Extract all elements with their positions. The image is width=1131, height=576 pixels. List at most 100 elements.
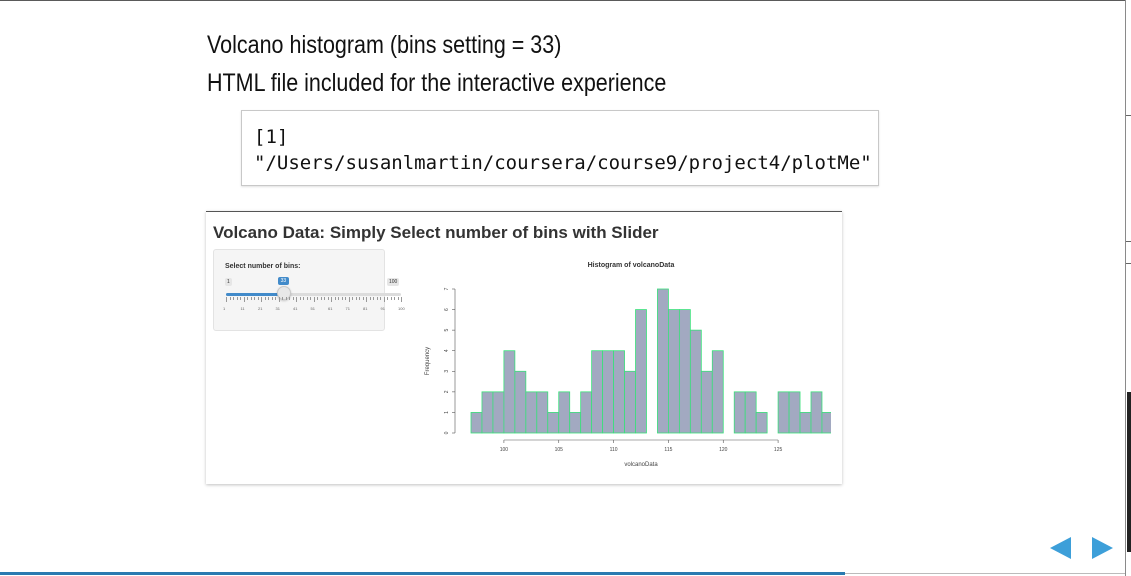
previous-slide-arrow-icon[interactable] — [1050, 537, 1071, 559]
histogram-bar — [788, 391, 801, 434]
slider-major-tick — [278, 297, 280, 302]
histogram-bar — [777, 391, 790, 434]
histogram-bar — [503, 350, 516, 434]
slider-minor-tick — [341, 297, 343, 300]
slider-minor-tick — [327, 297, 329, 300]
histogram-bar — [711, 350, 724, 434]
x-axis-label: volcanoData — [624, 462, 658, 468]
slider-min-badge: 1 — [225, 278, 232, 286]
y-tick-label: 0 — [444, 431, 450, 434]
slider-major-tick — [313, 297, 315, 302]
histogram-bar — [470, 412, 483, 434]
edge-mark — [1126, 241, 1131, 242]
x-tick-label: 100 — [500, 447, 509, 453]
edge-mark — [1126, 263, 1131, 264]
histogram-plot: Histogram of volcanoData 0 1 2 3 4 5 6 7 Frequenc… — [425, 262, 831, 468]
histogram-bar — [580, 391, 593, 434]
slider-label: Select number of bins: — [225, 263, 301, 270]
slider-major-tick — [243, 297, 245, 302]
slider-major-tick — [383, 297, 385, 302]
slider-major-tick — [401, 297, 402, 302]
slider-minor-tick — [240, 297, 241, 300]
slider-minor-tick — [233, 297, 234, 300]
slider-tick-label: 100 — [398, 306, 405, 311]
slider-minor-tick — [362, 297, 364, 300]
slider-minor-tick — [317, 297, 318, 300]
slider-minor-tick — [306, 297, 308, 300]
shiny-app-screenshot: Volcano Data: Simply Select number of bi… — [206, 211, 842, 484]
slider-tick-label: 81 — [363, 306, 368, 311]
histogram-bar — [635, 309, 647, 434]
y-tick-label: 2 — [444, 390, 450, 393]
slider-minor-tick — [250, 297, 252, 300]
chart-title: Histogram of volcanoData — [588, 262, 675, 269]
histogram-bar — [799, 412, 812, 434]
histogram-bar — [514, 370, 527, 434]
y-tick-label: 3 — [444, 370, 450, 373]
slider-tick-label: 31 — [275, 306, 280, 311]
histogram-bar — [569, 412, 582, 434]
slider-major-tick — [348, 297, 350, 302]
next-slide-arrow-icon[interactable] — [1092, 537, 1113, 559]
histogram-bar — [624, 370, 636, 434]
histogram-bar — [668, 309, 680, 434]
slider-minor-tick — [369, 297, 371, 300]
histogram-bar — [602, 350, 614, 434]
y-tick-label: 6 — [444, 308, 450, 311]
histogram-bar — [657, 288, 669, 434]
slider-tick-label: 41 — [293, 306, 298, 311]
slider-tick-label: 91 — [380, 306, 385, 311]
y-axis-label: Frequency — [425, 347, 431, 375]
slider-major-tick — [226, 297, 227, 302]
slider-tick-label: 11 — [240, 306, 245, 311]
slide-text-line-1: Volcano histogram (bins setting = 33) — [207, 31, 562, 59]
slider-minor-tick — [303, 297, 304, 300]
slider-minor-tick — [373, 297, 374, 300]
edge-mark — [1126, 115, 1131, 116]
slide-text-line-2: HTML file included for the interactive e… — [207, 69, 667, 97]
slider-value-badge: 33 — [277, 277, 290, 285]
slider-major-tick — [366, 297, 367, 302]
slider-max-badge: 100 — [387, 278, 400, 286]
bins-slider-handle[interactable] — [276, 286, 291, 300]
slider-tick-label: 1 — [223, 306, 226, 311]
slider-minor-tick — [390, 297, 392, 300]
progress-bar — [0, 572, 845, 575]
slider-minor-tick — [285, 297, 287, 300]
y-tick-label: 4 — [444, 349, 450, 352]
slider-minor-tick — [229, 297, 231, 300]
histogram-bar — [613, 350, 625, 434]
x-tick-label: 115 — [664, 447, 672, 453]
slider-minor-tick — [320, 297, 322, 300]
slider-tick-label: 71 — [345, 306, 350, 311]
slider-major-tick — [261, 297, 262, 302]
histogram-bar — [591, 350, 604, 434]
bins-slider-fill — [226, 293, 283, 296]
slider-minor-tick — [355, 297, 357, 300]
slider-minor-tick — [264, 297, 266, 300]
histogram-bar — [755, 412, 768, 434]
slider-minor-tick — [271, 297, 273, 300]
slider-minor-tick — [394, 297, 395, 300]
slider-tick-label: 61 — [328, 306, 333, 311]
app-title: Volcano Data: Simply Select number of bi… — [213, 223, 659, 242]
y-tick-label: 5 — [444, 329, 450, 332]
slider-minor-tick — [352, 297, 353, 300]
bins-slider-track[interactable] — [226, 293, 401, 296]
right-edge-divider — [1125, 0, 1126, 576]
slider-minor-tick — [359, 297, 360, 300]
y-tick-label: 1 — [444, 411, 450, 414]
slider-minor-tick — [254, 297, 255, 300]
slider-major-tick — [296, 297, 297, 302]
slider-minor-tick — [380, 297, 381, 300]
slider-minor-tick — [247, 297, 248, 300]
slider-minor-tick — [338, 297, 339, 300]
histogram-bar — [821, 412, 831, 434]
progress-bar-remaining — [845, 573, 1125, 574]
slider-panel: Select number of bins: 1 100 33 1 11 21 31 4… — [213, 249, 405, 331]
code-output-text: [1] "/Users/susanlmartin/coursera/course… — [254, 126, 872, 174]
slider-minor-tick — [292, 297, 294, 300]
histogram-bar — [689, 329, 702, 434]
slider-minor-tick — [376, 297, 378, 300]
histogram-bar — [547, 412, 560, 434]
